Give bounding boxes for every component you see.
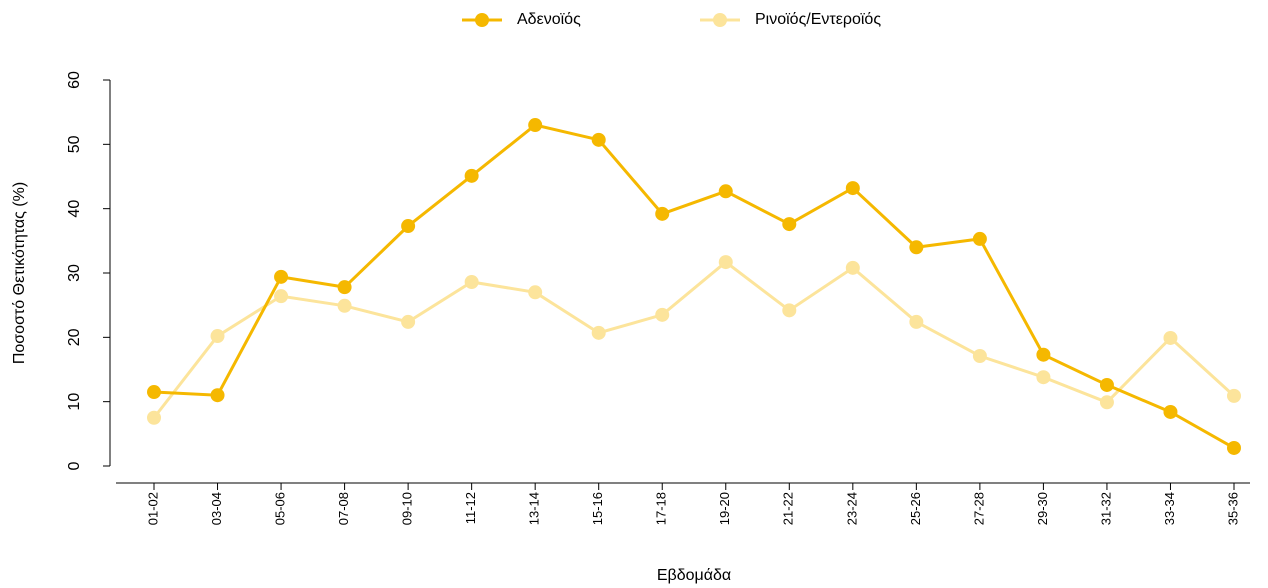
data-point [1163, 404, 1178, 419]
y-tick-label: 30 [66, 264, 83, 282]
data-point [337, 280, 352, 295]
x-tick-label: 27-28 [971, 492, 986, 525]
data-point [655, 206, 670, 221]
data-point [591, 325, 606, 340]
x-tick-label: 23-24 [844, 492, 859, 525]
data-point [1099, 395, 1114, 410]
y-tick-label: 60 [66, 71, 83, 89]
x-tick-label: 13-14 [527, 492, 542, 525]
y-axis-label: Ποσοστό Θετικότητας (%) [11, 182, 28, 364]
data-point [972, 348, 987, 363]
data-point [337, 298, 352, 313]
data-point [782, 217, 797, 232]
legend-marker [475, 13, 489, 27]
data-point [845, 181, 860, 196]
x-tick-label: 07-08 [336, 492, 351, 525]
legend-label: Ρινοϊός/Εντεροϊός [755, 11, 881, 28]
data-point [210, 329, 225, 344]
data-point [1036, 347, 1051, 362]
data-point [718, 255, 733, 270]
data-point [655, 307, 670, 322]
x-axis-label: Εβδομάδα [657, 567, 731, 584]
data-point [591, 132, 606, 147]
y-tick-label: 10 [66, 393, 83, 411]
legend-label: Αδενοϊός [517, 11, 581, 28]
series-line [153, 123, 1235, 450]
data-point [464, 168, 479, 183]
data-point [274, 289, 289, 304]
x-tick-label: 01-02 [145, 492, 160, 525]
x-tick-label: 17-18 [654, 492, 669, 525]
data-point [909, 314, 924, 329]
x-tick-label: 21-22 [781, 492, 796, 525]
x-tick-label: 31-32 [1098, 492, 1113, 525]
data-point [1036, 370, 1051, 385]
data-point [1227, 440, 1241, 455]
x-tick-label: 25-26 [908, 492, 923, 525]
data-point [401, 219, 416, 234]
x-tick-label: 15-16 [590, 492, 605, 525]
data-point [147, 410, 161, 425]
legend-marker [713, 13, 727, 27]
x-tick-label: 11-12 [463, 492, 478, 524]
x-tick-label: 05-06 [272, 492, 287, 525]
data-point [845, 260, 860, 275]
data-point [210, 388, 225, 403]
data-point [464, 275, 479, 290]
x-tick-label: 19-20 [717, 492, 732, 525]
data-point [972, 231, 987, 246]
data-point [1227, 388, 1241, 403]
data-point [1099, 377, 1114, 392]
series-line [152, 260, 1236, 419]
data-point [401, 314, 416, 329]
y-tick-label: 20 [66, 328, 83, 346]
x-tick-label: 33-34 [1162, 492, 1177, 525]
data-point [718, 184, 733, 199]
y-tick-label: 0 [66, 461, 83, 470]
data-point [1163, 330, 1178, 345]
x-tick-label: 35-36 [1225, 492, 1240, 525]
y-tick-label: 50 [66, 135, 83, 153]
data-point [528, 118, 543, 133]
data-point [528, 285, 543, 300]
y-tick-label: 40 [66, 200, 83, 218]
x-tick-label: 03-04 [209, 492, 224, 525]
x-tick-label: 29-30 [1035, 492, 1050, 525]
data-point [147, 385, 161, 400]
data-point [782, 303, 797, 318]
x-tick-label: 09-10 [400, 492, 415, 525]
data-point [909, 240, 924, 255]
data-point [274, 269, 289, 284]
